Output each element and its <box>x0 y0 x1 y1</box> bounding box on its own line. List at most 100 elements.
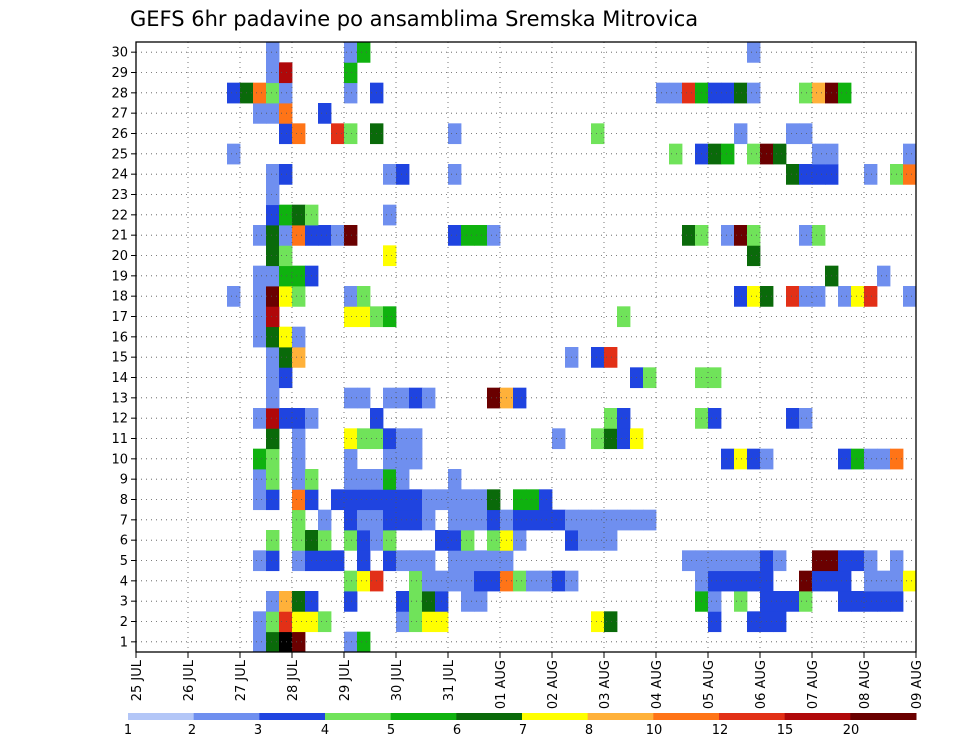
heatmap-cell <box>877 591 891 612</box>
heatmap-cell <box>617 408 631 429</box>
heatmap-cell <box>786 591 800 612</box>
heatmap-cell <box>396 550 410 572</box>
heatmap-cell <box>279 286 293 307</box>
heatmap-cell <box>396 509 410 531</box>
heatmap-cell <box>487 570 501 592</box>
heatmap-cell <box>864 164 878 185</box>
heatmap-cell <box>747 448 761 470</box>
colorbar-swatch <box>850 713 917 720</box>
heatmap-cell <box>539 570 553 592</box>
heatmap-cell <box>266 631 280 653</box>
heatmap-cell <box>552 428 566 450</box>
heatmap-cell <box>708 367 722 389</box>
heatmap-cell <box>344 306 358 328</box>
x-tick-label: 03 AUG <box>598 660 613 709</box>
colorbar-label: 5 <box>387 723 395 738</box>
heatmap-cell <box>331 123 345 145</box>
heatmap-cell <box>279 347 293 368</box>
heatmap-cell <box>396 591 410 612</box>
y-tick-label: 30 <box>111 46 128 61</box>
heatmap-cell <box>799 225 813 246</box>
heatmap-cell <box>383 428 397 450</box>
heatmap-cell <box>383 550 397 572</box>
heatmap-cell <box>227 143 241 165</box>
heatmap-cell <box>552 570 566 592</box>
heatmap-cell <box>422 489 436 511</box>
heatmap-cell <box>773 591 787 612</box>
x-tick-label: 29 JUL <box>338 659 353 701</box>
colorbar-swatch <box>587 713 654 720</box>
heatmap-cell <box>448 489 462 511</box>
heatmap-cell <box>448 509 462 531</box>
heatmap-cell <box>409 611 423 633</box>
heatmap-cell <box>591 347 605 368</box>
heatmap-cell <box>799 408 813 429</box>
heatmap-cell <box>318 509 332 531</box>
colorbar-swatch <box>522 713 589 720</box>
heatmap-cell <box>877 570 891 592</box>
heatmap-cell <box>318 530 332 551</box>
y-tick-label: 29 <box>111 66 128 81</box>
heatmap-cell <box>708 143 722 165</box>
heatmap-cell <box>279 326 293 348</box>
heatmap-cell <box>292 265 306 287</box>
heatmap-cell <box>591 123 605 145</box>
x-tick-label: 26 JUL <box>182 659 197 701</box>
heatmap-cell <box>682 550 696 572</box>
heatmap-cell <box>877 448 891 470</box>
heatmap-cell <box>487 550 501 572</box>
colorbar-swatch <box>193 713 260 720</box>
heatmap-cell <box>474 550 488 572</box>
heatmap-cell <box>721 570 735 592</box>
heatmap-cell <box>448 123 462 145</box>
heatmap-cell <box>487 509 501 531</box>
heatmap-cell <box>708 591 722 612</box>
heatmap-cell <box>474 509 488 531</box>
heatmap-cell <box>279 225 293 246</box>
heatmap-cell <box>266 367 280 389</box>
heatmap-cell <box>279 103 293 124</box>
heatmap-cell <box>344 509 358 531</box>
colorbar-label: 10 <box>646 723 663 738</box>
heatmap-cell <box>409 489 423 511</box>
heatmap-cell <box>591 611 605 633</box>
y-tick-label: 10 <box>111 452 128 467</box>
gridlines <box>136 42 916 652</box>
colorbar-label: 1 <box>124 723 132 738</box>
heatmap-cell <box>266 103 280 124</box>
y-tick-label: 11 <box>111 432 128 447</box>
heatmap-cell <box>864 591 878 612</box>
heatmap-cell <box>344 530 358 551</box>
heatmap-cell <box>513 387 527 409</box>
y-tick-label: 25 <box>111 147 128 162</box>
heatmap-cell <box>526 489 540 511</box>
colorbar-swatch <box>456 713 523 720</box>
heatmap-cell <box>461 489 475 511</box>
heatmap-cell <box>799 82 813 104</box>
heatmap-cell <box>266 408 280 429</box>
heatmap-cell <box>266 245 280 267</box>
heatmap-cell <box>773 143 787 165</box>
x-tick-label: 04 AUG <box>650 660 665 709</box>
colorbar-swatch <box>128 713 195 720</box>
heatmap-cell <box>643 367 657 389</box>
y-tick-label: 8 <box>120 493 128 508</box>
heatmap-cell <box>903 570 917 592</box>
heatmap-cell <box>344 62 358 84</box>
heatmap-cell <box>279 631 293 653</box>
colorbar-label: 3 <box>254 723 262 738</box>
heatmap-cell <box>461 591 475 612</box>
heatmap-cell <box>292 530 306 551</box>
heatmap-cell <box>513 530 527 551</box>
heatmap-cell <box>409 448 423 470</box>
heatmap-cell <box>799 123 813 145</box>
heatmap-cell <box>474 489 488 511</box>
heatmap-cell <box>279 204 293 226</box>
heatmap-cell <box>786 286 800 307</box>
heatmap-cell <box>383 489 397 511</box>
colorbar-label: 15 <box>777 723 794 738</box>
heatmap-cell <box>253 103 267 124</box>
y-tick-label: 23 <box>111 188 128 203</box>
heatmap-cell <box>344 448 358 470</box>
colorbar-label: 12 <box>712 723 729 738</box>
